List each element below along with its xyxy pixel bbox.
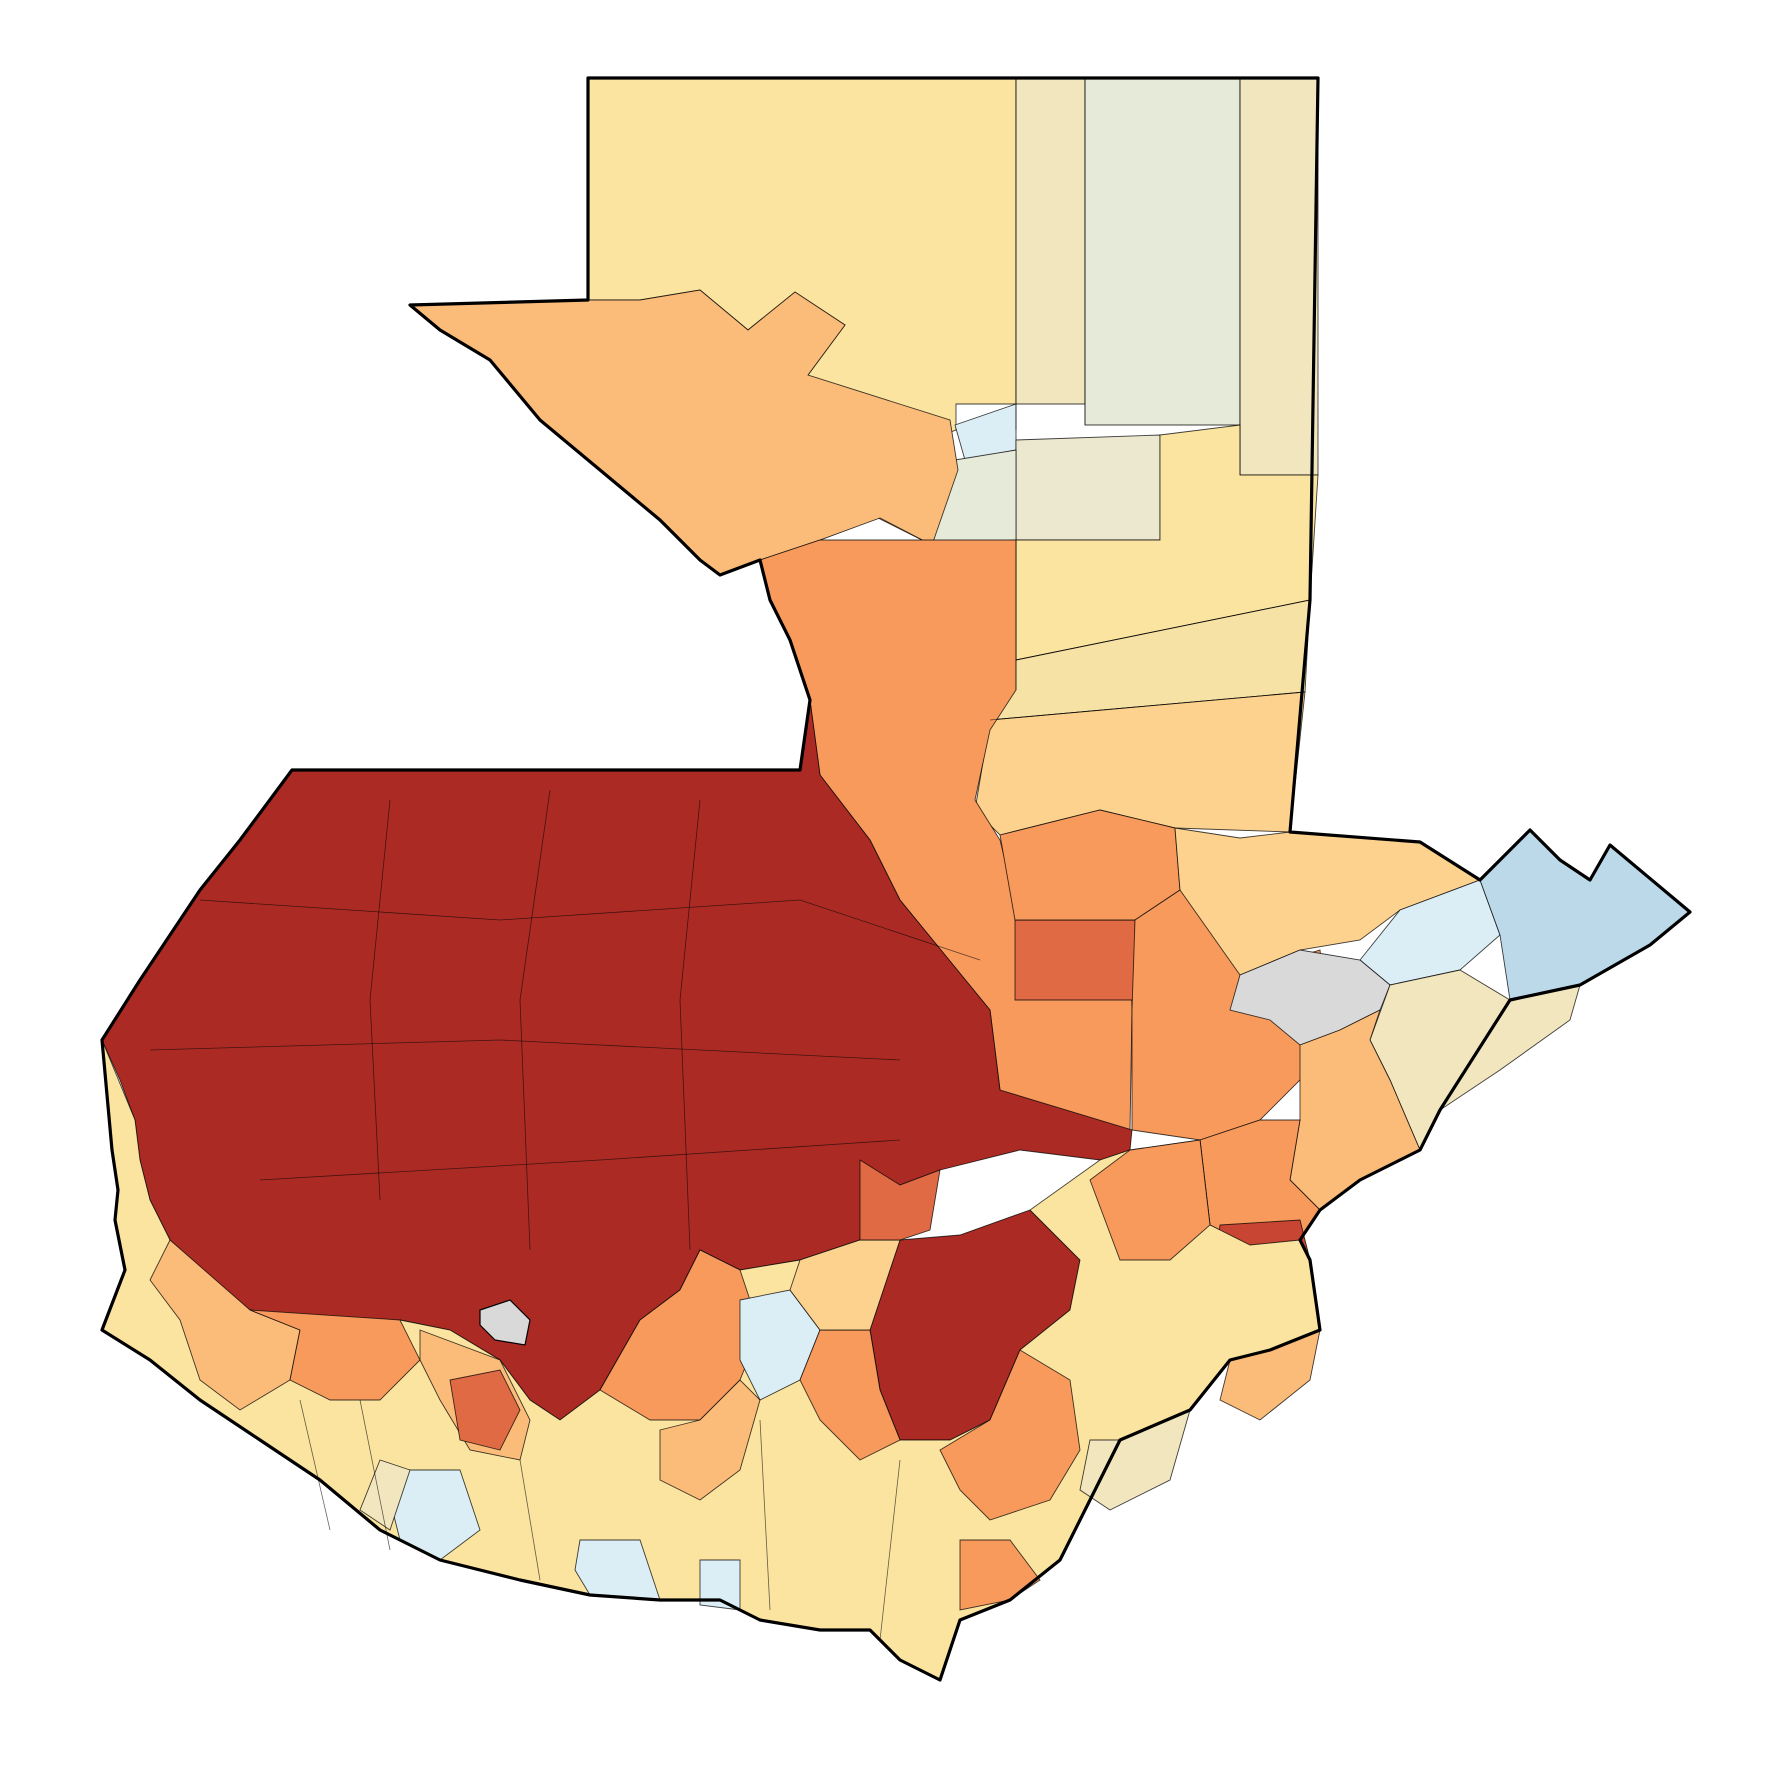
boundary (1015, 599, 1311, 661)
municipality (1089, 1139, 1211, 1261)
boundary (149, 1039, 901, 1061)
municipality (1015, 77, 1086, 405)
boundary (259, 1139, 901, 1181)
municipality (659, 1379, 761, 1501)
municipality (1479, 829, 1691, 1001)
boundary (989, 691, 1306, 721)
municipality (859, 1159, 941, 1241)
municipality (699, 1559, 741, 1611)
municipality (1015, 434, 1161, 541)
country-outline (100, 76, 1692, 1682)
region-central-north (759, 539, 1181, 1161)
municipality (249, 1309, 421, 1401)
municipality (1014, 919, 1136, 1001)
municipality (359, 1459, 411, 1531)
boundary (299, 1399, 901, 1641)
internal-boundaries (149, 78, 1311, 1641)
boundary (679, 799, 701, 1251)
municipality (939, 1349, 1081, 1521)
municipality (1239, 77, 1319, 476)
boundary (199, 899, 981, 961)
municipality (449, 1369, 521, 1451)
municipality (799, 1329, 901, 1461)
region-east (1131, 827, 1691, 1246)
boundary (519, 789, 551, 1251)
municipality (1084, 77, 1241, 426)
lakes (479, 1299, 531, 1346)
lake (479, 1299, 531, 1346)
region-peten (408, 77, 1319, 836)
boundary (369, 799, 391, 1201)
